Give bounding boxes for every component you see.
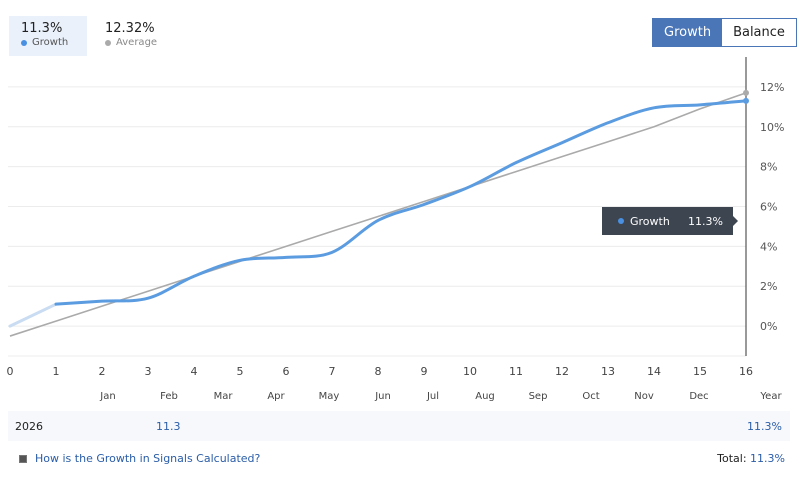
month-label: Jun [374,391,391,402]
x-tick-label: 11 [509,365,523,378]
average-end-point [743,89,749,96]
year-row: 2026 11.3 11.3% [8,411,790,441]
month-label: Mar [214,391,234,402]
chart-mode-toggle: Growth Balance [652,18,797,47]
document-icon [19,454,27,463]
legend-average-label: Average [116,37,158,48]
growth-chart: 0%2%4%6%8%10%12%0 1 2 3 4 5 6 7 8 9 10 11 12 13 14 15 16… [7,57,784,402]
legend-average[interactable]: 12.32% Average [93,16,173,56]
month-label: Jul [426,391,439,402]
y-tick-label: 8% [760,161,777,174]
growth-dot-icon [21,40,27,46]
y-tick-label: 12% [760,81,784,94]
total-label: Total: [717,452,747,465]
legend-average-value: 12.32% [105,21,155,36]
month-label: Dec [689,391,708,402]
series-line-growth-start [8,302,58,328]
x-tick-label: 4 [191,365,198,378]
x-tick-label: 2 [99,365,106,378]
x-tick-label: 1 [53,365,60,378]
x-tick-label: 10 [463,365,477,378]
average-dot-icon [105,40,111,46]
total-summary: Total: 11.3% [717,452,785,465]
series-line-growth [54,99,748,306]
x-tick-label: 7 [329,365,336,378]
month-label: May [319,391,340,402]
legend-growth-value: 11.3% [21,21,63,36]
x-tick-label: 8 [375,365,382,378]
balance-button[interactable]: Balance [722,19,796,46]
x-tick-label: 5 [237,365,244,378]
total-value: 11.3% [750,452,785,465]
help-link-row: How is the Growth in Signals Calculated? [19,452,260,465]
x-tick-label: 0 [7,365,14,378]
legend-growth[interactable]: 11.3% Growth [9,16,87,56]
month-label: Sep [529,391,548,402]
help-link[interactable]: How is the Growth in Signals Calculated? [35,452,261,465]
legend-growth-label: Growth [32,37,69,48]
year-month-value[interactable]: 11.3 [156,420,181,433]
year-label: 2026 [15,420,43,433]
legend-average-name: Average [105,37,161,49]
growth-button[interactable]: Growth [653,19,723,46]
month-label: Feb [160,391,178,402]
tooltip-value: 11.3% [688,214,723,228]
x-tick-label: 15 [693,365,707,378]
x-tick-label: 9 [421,365,428,378]
year-total-value[interactable]: 11.3% [747,420,782,433]
month-label: Aug [475,391,495,402]
y-tick-label: 10% [760,121,784,134]
y-tick-label: 0% [760,320,777,333]
x-tick-label: 13 [601,365,615,378]
tooltip-name: Growth [630,214,670,228]
y-tick-label: 4% [760,240,777,253]
growth-end-point [743,97,749,104]
x-tick-label: 14 [647,365,661,378]
x-tick-label: 12 [555,365,569,378]
x-tick-label: 3 [145,365,152,378]
month-label: Apr [267,391,285,402]
month-label: Year [759,391,782,402]
month-label: Nov [634,391,654,402]
x-tick-label: 16 [739,365,753,378]
tooltip-dot-icon [618,218,624,224]
legend-growth-name: Growth [21,37,75,49]
x-tick-label: 6 [283,365,290,378]
month-label: Jan [99,391,115,402]
chart-tooltip: Growth 11.3% [602,207,738,235]
month-label: Oct [582,391,599,402]
y-tick-label: 6% [760,201,777,214]
series-line-average [9,92,747,337]
y-tick-label: 2% [760,280,777,293]
